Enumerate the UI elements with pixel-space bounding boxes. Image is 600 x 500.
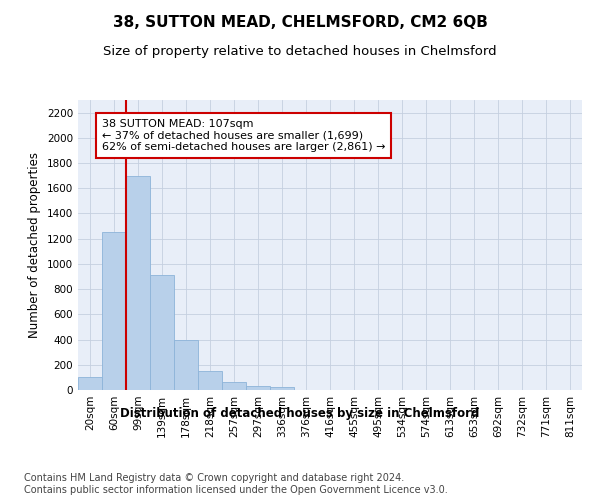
Text: 38 SUTTON MEAD: 107sqm
← 37% of detached houses are smaller (1,699)
62% of semi-: 38 SUTTON MEAD: 107sqm ← 37% of detached… [102,119,386,152]
Text: Size of property relative to detached houses in Chelmsford: Size of property relative to detached ho… [103,45,497,58]
Bar [246,386,270,390]
Bar [270,387,294,390]
Text: 38, SUTTON MEAD, CHELMSFORD, CM2 6QB: 38, SUTTON MEAD, CHELMSFORD, CM2 6QB [113,15,487,30]
Text: Distribution of detached houses by size in Chelmsford: Distribution of detached houses by size … [121,408,479,420]
Bar [78,376,102,390]
Bar [198,371,222,390]
Y-axis label: Number of detached properties: Number of detached properties [28,152,41,338]
Bar [174,340,198,390]
Bar [126,176,150,390]
Bar [222,382,246,390]
Bar [150,276,174,390]
Bar [102,232,126,390]
Text: Contains HM Land Registry data © Crown copyright and database right 2024.
Contai: Contains HM Land Registry data © Crown c… [24,474,448,495]
